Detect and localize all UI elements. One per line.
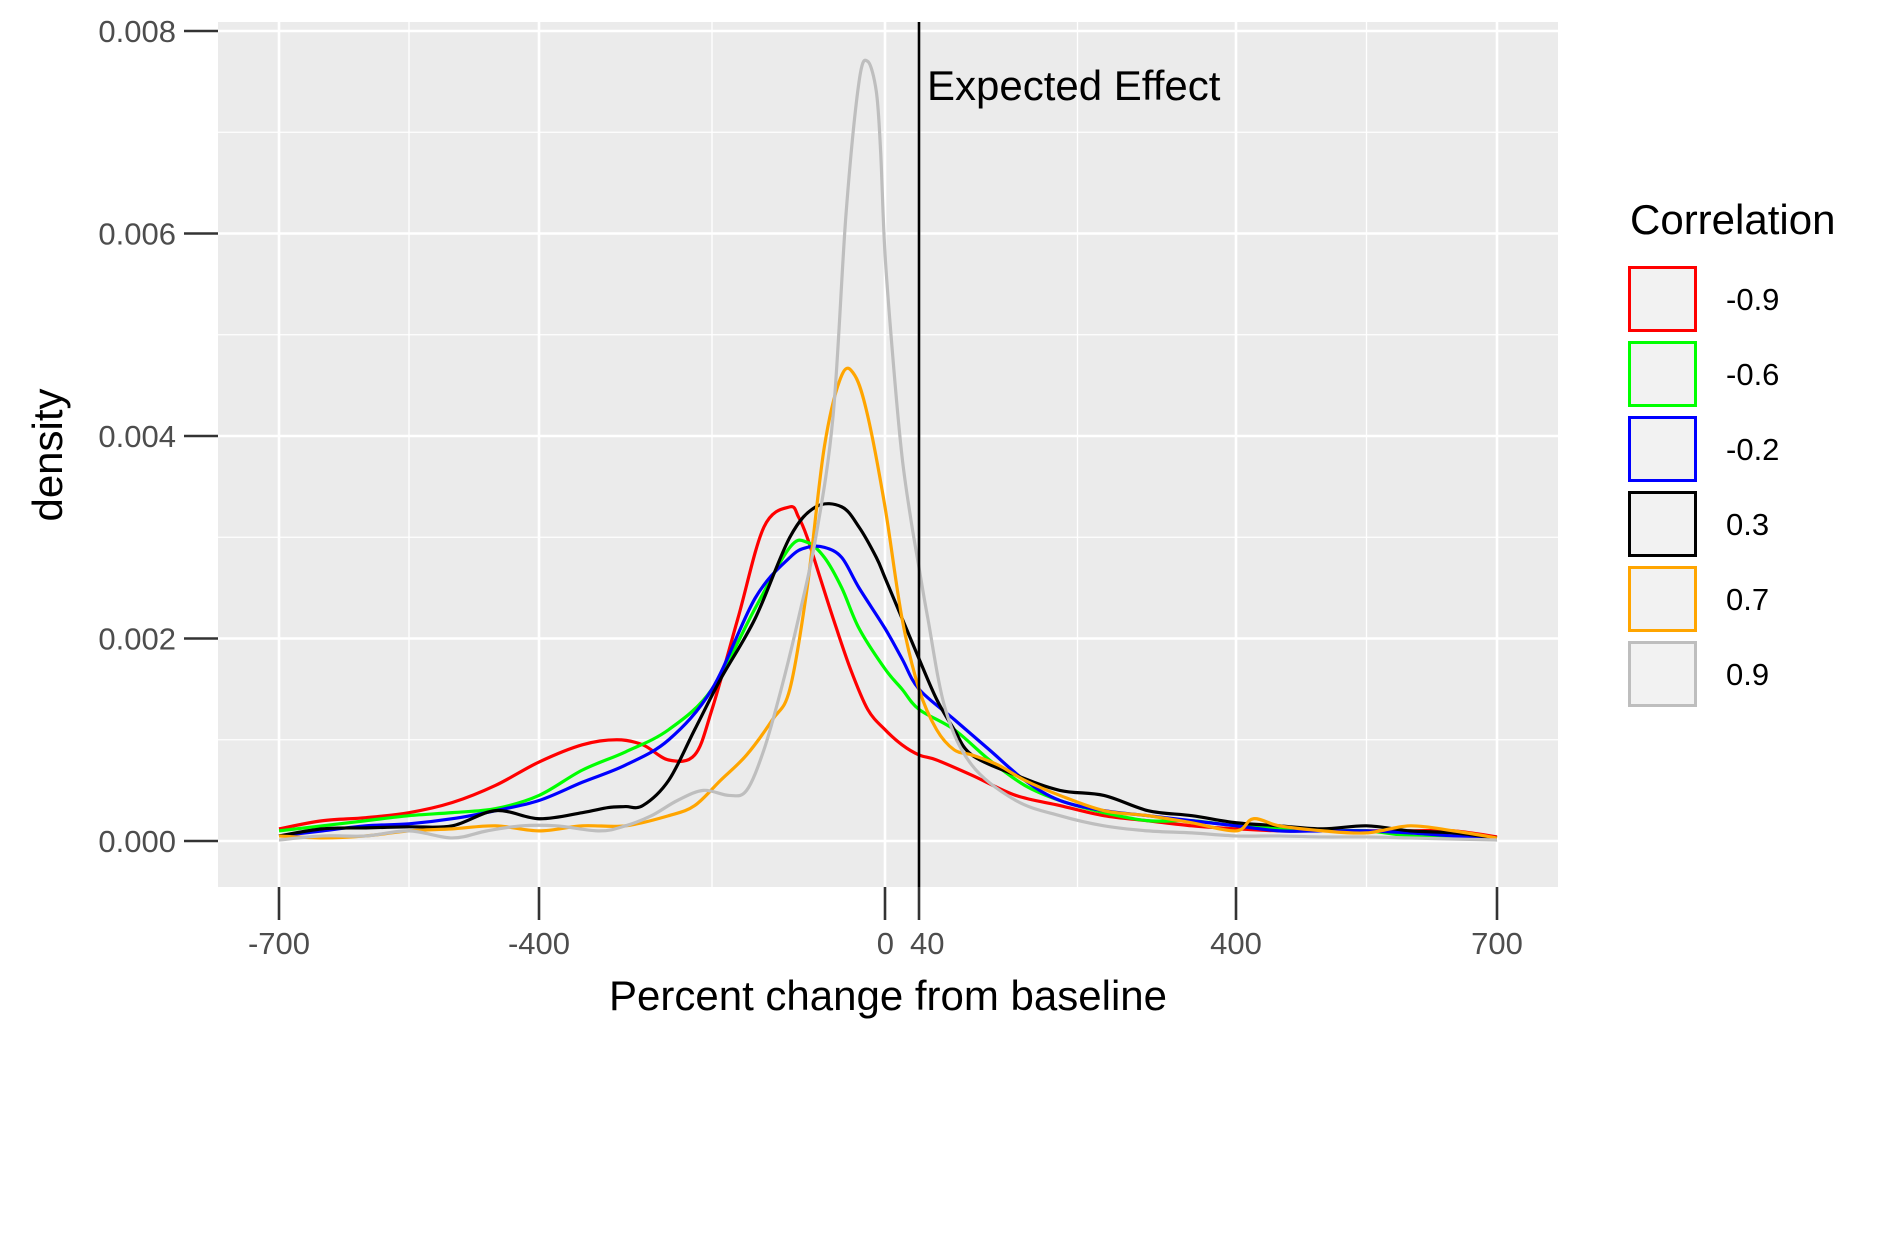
legend-key-3 (1628, 491, 1697, 557)
expected-effect-label: Expected Effect (927, 62, 1221, 109)
series-line-3 (278, 502, 1498, 840)
legend-key-4 (1628, 566, 1697, 632)
legend-label-3: 0.3 (1726, 507, 1769, 542)
y-tick-label-0: 0.000 (98, 824, 176, 859)
x-tick-label-3: 40 (910, 926, 944, 961)
plot-panel (218, 22, 1558, 887)
y-axis-title: density (24, 388, 71, 521)
legend: Correlation -0.9 -0.6 -0.2 0.3 0.7 0.9 (1628, 196, 1835, 707)
series-line-5 (278, 58, 1498, 842)
minor-gridlines (218, 22, 1558, 887)
y-tick-label-3: 0.006 (98, 217, 176, 252)
axes: 0.000 0.002 0.004 0.006 0.008 -700 -400 0 40 400 7… (98, 14, 1522, 961)
x-axis-title: Percent change from baseline (609, 972, 1167, 1019)
legend-key-2 (1628, 416, 1697, 482)
legend-key-1 (1628, 341, 1697, 407)
legend-label-5: 0.9 (1726, 657, 1769, 692)
x-tick-label-1: -400 (508, 926, 570, 961)
legend-key-5 (1628, 641, 1697, 707)
x-tick-label-5: 700 (1471, 926, 1523, 961)
legend-key-0 (1628, 266, 1697, 332)
legend-title: Correlation (1630, 196, 1835, 243)
legend-label-1: -0.6 (1726, 357, 1779, 392)
expected-effect-annotation: Expected Effect (917, 22, 1221, 887)
legend-label-2: -0.2 (1726, 432, 1779, 467)
x-tick-label-4: 400 (1210, 926, 1262, 961)
legend-label-0: -0.9 (1726, 282, 1779, 317)
density-curves (278, 58, 1498, 842)
x-tick-label-2: 0 (877, 926, 894, 961)
series-line-2 (278, 544, 1498, 840)
x-tick-label-0: -700 (248, 926, 310, 961)
y-tick-label-4: 0.008 (98, 14, 176, 49)
legend-label-4: 0.7 (1726, 582, 1769, 617)
y-tick-label-2: 0.004 (98, 419, 176, 454)
y-tick-label-1: 0.002 (98, 622, 176, 657)
